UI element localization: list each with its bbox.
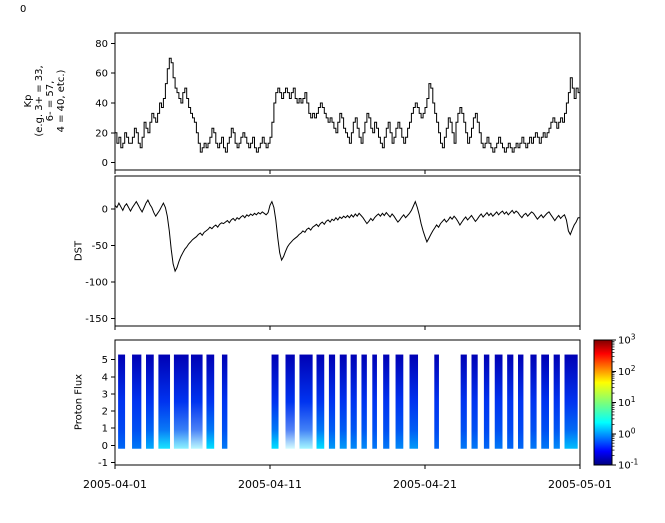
- kp-y-tick-label: 80: [95, 39, 108, 50]
- kp-y-tick-label: 0: [102, 158, 108, 169]
- proton-flux-stripe: [299, 354, 313, 449]
- proton-flux-stripe: [328, 354, 336, 449]
- proton-flux-stripe: [460, 354, 467, 449]
- proton-flux-stripe: [173, 354, 189, 449]
- dst-y-tick-label: 0: [102, 204, 108, 215]
- proton-flux-stripe: [553, 354, 560, 449]
- kp-y-tick-label: 20: [95, 128, 108, 139]
- proton-flux-stripe: [372, 354, 377, 449]
- dst-frame: [114, 175, 581, 327]
- proton-flux-y-tick-label: 4: [102, 372, 108, 383]
- proton-flux-y-tick-label: 0: [102, 441, 108, 452]
- kp-frame: [114, 32, 581, 171]
- colorbar-tick-label: 103: [618, 333, 636, 347]
- proton-flux-stripe: [395, 354, 404, 449]
- proton-flux-y-tick-label: 1: [102, 424, 108, 435]
- proton-flux-stripe: [146, 354, 154, 449]
- proton-flux-stripe: [507, 354, 514, 449]
- proton-flux-stripe: [518, 354, 524, 449]
- proton-flux-stripe: [564, 354, 578, 449]
- kp-y-tick-label: 40: [95, 98, 108, 109]
- proton-flux-y-tick-label: 5: [102, 355, 108, 366]
- proton-flux-y-tick-label: 3: [102, 389, 108, 400]
- proton-flux-stripe: [471, 354, 478, 449]
- proton-flux-stripe: [409, 354, 419, 449]
- proton-flux-stripe: [132, 354, 142, 449]
- colorbar-tick-label: 102: [618, 364, 636, 378]
- dst-y-tick-label: -150: [85, 314, 108, 325]
- proton-flux-stripe: [350, 354, 357, 449]
- proton-flux-y-tick-label: 2: [102, 407, 108, 418]
- proton-flux-stripe: [383, 354, 390, 449]
- proton-flux-stripe: [494, 354, 503, 449]
- proton-flux-stripe: [118, 354, 126, 449]
- proton-flux-stripe: [434, 354, 439, 449]
- dst-line: [114, 199, 580, 273]
- x-tick-label: 2005-04-21: [393, 478, 457, 491]
- colorbar-tick-label: 10-1: [618, 458, 638, 472]
- dst-y-tick-label: -100: [85, 278, 108, 289]
- proton-flux-stripe: [361, 354, 367, 449]
- proton-flux-stripe: [339, 354, 347, 449]
- x-tick-label: 2005-04-11: [238, 478, 302, 491]
- proton-flux-stripe: [158, 354, 171, 449]
- proton-flux-stripe: [530, 354, 537, 449]
- colorbar-tick-label: 101: [618, 395, 636, 409]
- kp-y-tick-label: 60: [95, 69, 108, 80]
- colorbar: [594, 340, 612, 465]
- proton-flux-frame: [114, 339, 581, 466]
- kp-line: [115, 57, 580, 153]
- x-tick-label: 2005-04-01: [83, 478, 147, 491]
- proton-flux-stripe: [285, 354, 295, 449]
- proton-flux-stripe: [541, 354, 549, 449]
- stray-zero-label: 0: [20, 4, 27, 15]
- proton-flux-y-tick-label: -1: [98, 458, 108, 469]
- proton-flux-stripe: [271, 354, 279, 449]
- x-tick-label: 2005-05-01: [548, 478, 612, 491]
- proton-flux-stripe: [221, 354, 228, 449]
- proton-flux-stripe: [206, 354, 215, 449]
- proton-flux-stripe: [483, 354, 490, 449]
- proton-flux-stripe: [190, 354, 203, 449]
- proton-flux-stripe: [316, 354, 325, 449]
- dst-y-tick-label: -50: [92, 241, 108, 252]
- colorbar-tick-label: 100: [618, 426, 636, 440]
